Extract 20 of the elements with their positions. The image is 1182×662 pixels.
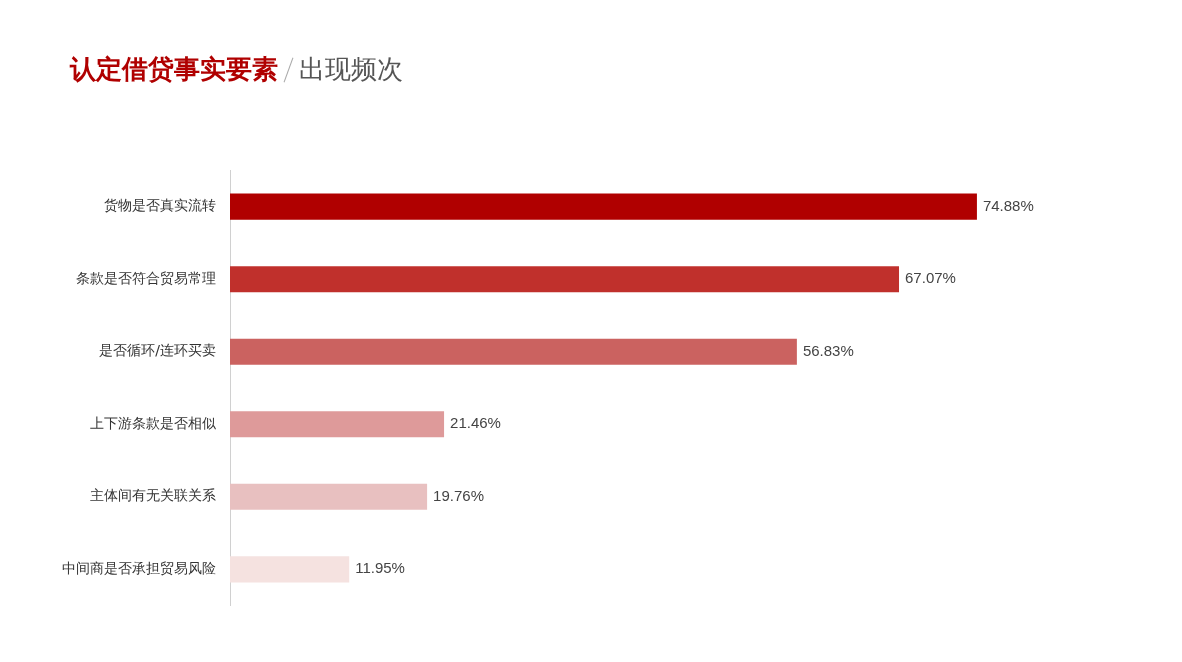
bar — [230, 556, 350, 583]
bar — [230, 266, 900, 293]
y-tick-label: 上下游条款是否相似 — [90, 414, 216, 431]
bar — [230, 411, 445, 438]
y-tick-label: 主体间有无关联关系 — [90, 487, 216, 504]
chart-subtitle: 出现频次 — [299, 53, 403, 86]
data-label: 19.76% — [433, 486, 484, 504]
data-label: 67.07% — [905, 269, 956, 287]
data-label: 11.95% — [355, 559, 405, 577]
chart-title: 认定借贷事实要素 — [70, 53, 278, 86]
bar — [230, 193, 977, 220]
data-label: 74.88% — [982, 196, 1034, 214]
y-tick-label: 条款是否符合贸易常理 — [76, 269, 216, 286]
data-label: 21.46% — [450, 414, 501, 432]
y-tick-label: 中间商是否承担贸易风险 — [62, 559, 216, 576]
y-tick-label: 是否循环/连环买卖 — [99, 342, 216, 359]
y-tick-label: 货物是否真实流转 — [104, 197, 216, 214]
data-label: 56.83% — [802, 341, 854, 359]
bar — [230, 338, 797, 365]
bar — [230, 483, 428, 510]
